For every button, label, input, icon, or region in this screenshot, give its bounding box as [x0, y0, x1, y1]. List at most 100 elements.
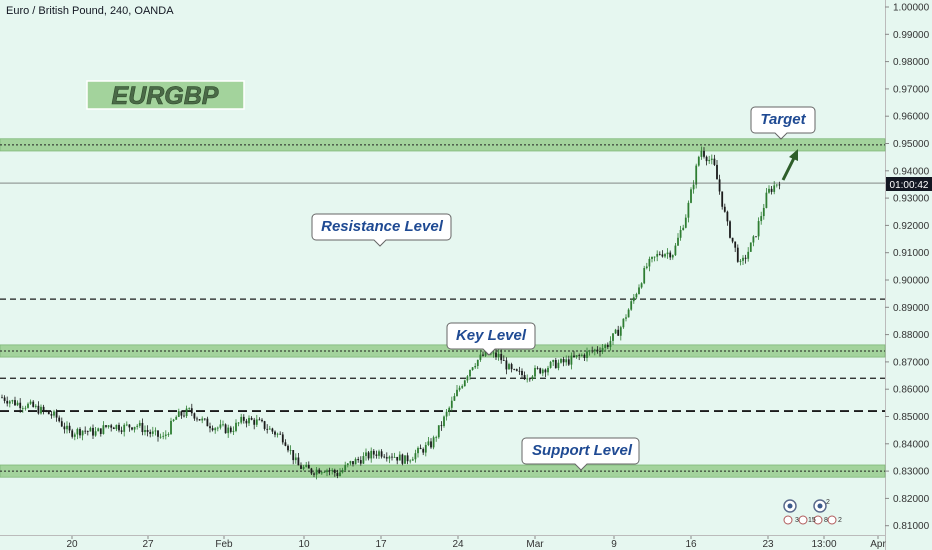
candle-275 — [716, 164, 718, 180]
candle-38 — [99, 428, 102, 434]
candle-9 — [24, 407, 27, 409]
instrument-header: Euro / British Pound, 240, OANDA — [6, 5, 174, 17]
price-tick-label-17: 0.83000 — [893, 467, 930, 478]
candle-292 — [760, 216, 763, 222]
candle-94 — [245, 420, 248, 424]
candle-196 — [510, 364, 513, 370]
price-tick-label-11: 0.89000 — [893, 303, 930, 314]
candle-190 — [495, 352, 497, 358]
candle-246 — [640, 283, 643, 288]
candle-219 — [570, 355, 573, 365]
candle-55 — [144, 429, 146, 433]
candle-15 — [40, 406, 42, 414]
candle-232 — [604, 344, 607, 348]
candle-13 — [34, 405, 37, 407]
candle-16 — [42, 406, 45, 411]
candle-42 — [110, 425, 113, 428]
candle-56 — [146, 429, 149, 432]
candle-97 — [253, 419, 256, 425]
candle-21 — [55, 411, 58, 418]
candle-230 — [599, 351, 601, 352]
candle-260 — [677, 237, 679, 246]
candle-185 — [482, 354, 484, 356]
candle-148 — [385, 457, 388, 459]
candle-251 — [653, 256, 656, 258]
candle-133 — [346, 463, 349, 466]
candle-12 — [32, 401, 35, 407]
candle-254 — [661, 254, 664, 257]
candle-91 — [237, 422, 240, 424]
candle-245 — [638, 287, 640, 294]
callout-key-level[interactable]: Key Level — [446, 322, 536, 356]
candle-239 — [622, 318, 625, 328]
candle-71 — [185, 408, 188, 417]
candle-100 — [261, 419, 263, 422]
candle-65 — [170, 420, 172, 435]
candle-287 — [747, 251, 750, 259]
candle-286 — [744, 257, 747, 259]
candle-10 — [27, 403, 29, 408]
candle-266 — [692, 184, 695, 190]
price-tick-label-18: 0.82000 — [893, 494, 930, 505]
candle-27 — [71, 430, 74, 437]
candle-111 — [289, 450, 292, 451]
candle-142 — [370, 450, 373, 459]
candle-198 — [515, 369, 518, 371]
price-tag: 01:00:42 — [886, 177, 932, 191]
candle-278 — [723, 206, 726, 212]
callout-target[interactable]: Target — [750, 106, 816, 140]
candle-99 — [258, 419, 261, 421]
indicator-icons[interactable]: 3 15 8 2 2 — [783, 499, 842, 525]
candle-193 — [502, 360, 505, 361]
candle-58 — [151, 431, 154, 434]
callout-support[interactable]: Support Level — [521, 437, 640, 471]
candle-109 — [284, 442, 287, 446]
candle-272 — [708, 159, 711, 162]
candle-45 — [118, 424, 120, 431]
candle-132 — [344, 465, 347, 470]
candle-158 — [411, 459, 414, 461]
candle-14 — [37, 405, 40, 414]
candle-59 — [154, 430, 157, 432]
candle-271 — [705, 156, 708, 162]
callout-resistance-label: Resistance Level — [321, 218, 444, 235]
candle-221 — [575, 355, 578, 357]
candle-24 — [63, 426, 66, 430]
candle-209 — [544, 369, 547, 373]
candle-259 — [674, 245, 677, 256]
candle-79 — [206, 418, 209, 427]
candle-35 — [92, 427, 94, 436]
candle-168 — [437, 425, 440, 438]
candle-223 — [580, 354, 583, 356]
candle-47 — [123, 424, 126, 432]
candle-269 — [700, 150, 703, 157]
candle-141 — [367, 452, 370, 459]
candle-285 — [742, 257, 744, 261]
candle-210 — [547, 367, 549, 373]
candle-282 — [734, 241, 737, 248]
candle-135 — [352, 461, 354, 465]
candle-114 — [297, 457, 300, 466]
candle-290 — [755, 236, 757, 238]
candle-253 — [658, 253, 661, 255]
candle-229 — [596, 349, 599, 352]
candle-241 — [627, 309, 630, 318]
candle-61 — [159, 436, 162, 438]
candle-131 — [341, 469, 344, 473]
candle-265 — [690, 189, 692, 203]
price-tick-label-14: 0.86000 — [893, 385, 930, 396]
candle-72 — [188, 408, 191, 410]
candle-126 — [328, 470, 331, 472]
candle-17 — [45, 410, 48, 412]
candle-203 — [528, 378, 531, 380]
price-tick-label-13: 0.87000 — [893, 357, 930, 368]
candle-137 — [357, 458, 360, 461]
candle-120 — [313, 473, 315, 475]
time-tick-label-3: 10 — [298, 539, 310, 550]
candle-234 — [609, 340, 612, 347]
candle-170 — [443, 416, 445, 427]
candle-67 — [175, 416, 178, 420]
callout-resistance[interactable]: Resistance Level — [311, 213, 452, 247]
candle-157 — [409, 460, 412, 462]
